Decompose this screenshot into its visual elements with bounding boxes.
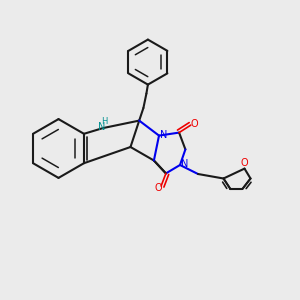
Text: O: O: [154, 183, 162, 194]
Text: O: O: [191, 118, 199, 129]
Text: N: N: [181, 159, 188, 169]
Text: N: N: [98, 122, 105, 132]
Text: O: O: [241, 158, 248, 168]
Text: H: H: [101, 117, 108, 126]
Text: N: N: [160, 130, 167, 140]
